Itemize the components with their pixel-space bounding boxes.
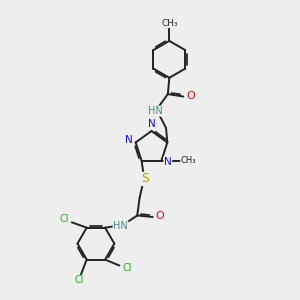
Text: HN: HN <box>113 221 128 231</box>
Text: N: N <box>164 157 172 167</box>
Text: S: S <box>141 172 149 185</box>
Text: O: O <box>186 91 195 101</box>
Text: HN: HN <box>148 106 162 116</box>
Text: CH₃: CH₃ <box>181 156 197 165</box>
Text: CH₃: CH₃ <box>161 19 178 28</box>
Text: N: N <box>148 119 155 129</box>
Text: Cl: Cl <box>74 275 84 285</box>
Text: N: N <box>125 135 133 145</box>
Text: Cl: Cl <box>60 214 69 224</box>
Text: O: O <box>156 212 164 221</box>
Text: Cl: Cl <box>122 263 132 273</box>
